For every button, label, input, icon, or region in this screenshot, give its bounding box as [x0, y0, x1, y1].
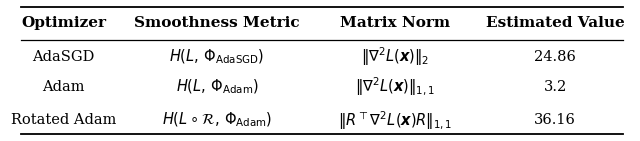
Text: 36.16: 36.16 [534, 113, 576, 127]
Text: $\|R^{\top}\nabla^2 L(\boldsymbol{x})R\|_{1,1}$: $\|R^{\top}\nabla^2 L(\boldsymbol{x})R\|… [338, 109, 452, 132]
Text: 3.2: 3.2 [543, 80, 566, 94]
Text: $H(L,\,\Phi_{\mathrm{Adam}})$: $H(L,\,\Phi_{\mathrm{Adam}})$ [175, 78, 259, 96]
Text: $\|\nabla^2 L(\boldsymbol{x})\|_{1,1}$: $\|\nabla^2 L(\boldsymbol{x})\|_{1,1}$ [355, 76, 435, 98]
Text: Optimizer: Optimizer [21, 16, 106, 30]
Text: Matrix Norm: Matrix Norm [340, 16, 451, 30]
Text: $H(L\circ\mathcal{R},\,\Phi_{\mathrm{Adam}})$: $H(L\circ\mathcal{R},\,\Phi_{\mathrm{Ada… [162, 111, 272, 129]
Text: 24.86: 24.86 [534, 50, 576, 64]
Text: Estimated Value: Estimated Value [486, 16, 625, 30]
Text: $H(L,\,\Phi_{\mathrm{AdaSGD}})$: $H(L,\,\Phi_{\mathrm{AdaSGD}})$ [170, 48, 265, 66]
Text: Smoothness Metric: Smoothness Metric [134, 16, 300, 30]
Text: $\|\nabla^2 L(\boldsymbol{x})\|_2$: $\|\nabla^2 L(\boldsymbol{x})\|_2$ [361, 45, 429, 68]
Text: Rotated Adam: Rotated Adam [11, 113, 116, 127]
Text: AdaSGD: AdaSGD [33, 50, 95, 64]
Text: Adam: Adam [42, 80, 84, 94]
